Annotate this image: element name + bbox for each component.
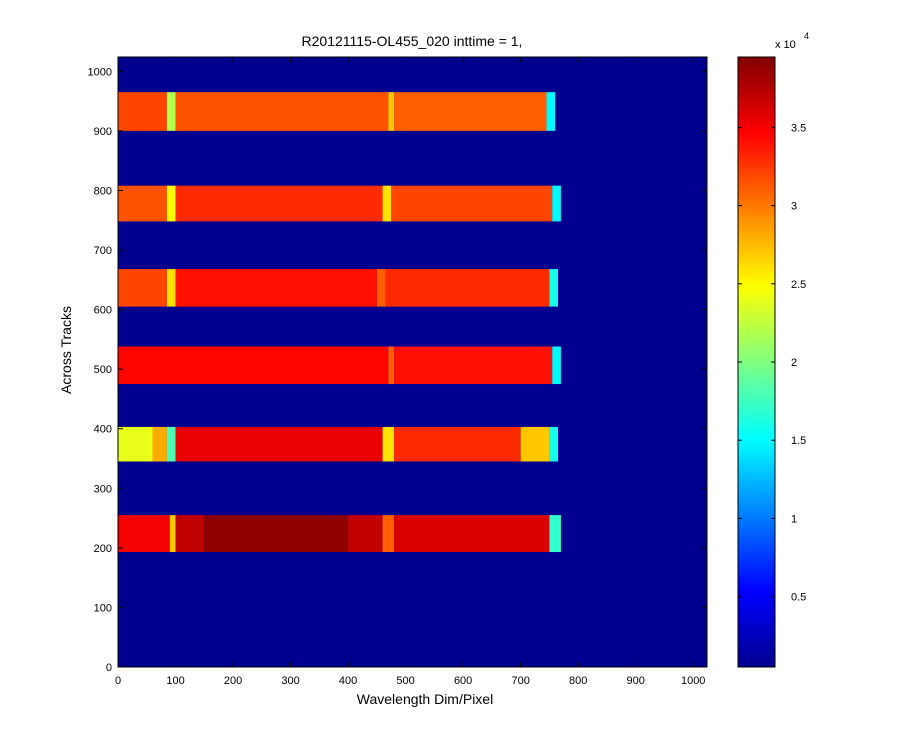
heatmap-cell — [549, 515, 561, 553]
heatmap-cell — [175, 185, 383, 222]
y-axis: 0 100 200 300 400 500 600 700 800 900 1000 — [88, 66, 707, 674]
heatmap-band — [118, 426, 559, 462]
heatmap-bands — [118, 92, 561, 553]
y-tick-label: 1000 — [88, 66, 112, 78]
colorbar-ticks: 0.5 1 1.5 2 2.5 3 3.5 — [738, 122, 806, 604]
heatmap-cell — [549, 269, 559, 307]
heatmap-cell — [175, 269, 377, 307]
colorbar-tick-label: 3.5 — [791, 122, 806, 134]
heatmap-cell — [382, 185, 392, 222]
heatmap-cell — [385, 269, 550, 307]
y-tick-label: 500 — [94, 364, 112, 376]
colorbar-tick-label: 2 — [791, 357, 797, 369]
heatmap-cell — [348, 515, 383, 553]
colorbar-gradient — [737, 56, 776, 668]
colorbar-tick-label: 1 — [791, 513, 797, 525]
y-tick-label: 800 — [94, 185, 112, 197]
y-tick-label: 600 — [94, 305, 112, 317]
heatmap-cell — [391, 185, 553, 222]
x-axis: 0 100 200 300 400 500 600 700 800 900 1000 — [115, 57, 705, 687]
heatmap-cell — [175, 515, 205, 553]
x-tick-label: 200 — [224, 675, 242, 687]
heatmap-cell — [394, 426, 521, 462]
heatmap-cell — [118, 346, 389, 385]
y-tick-label: 700 — [94, 245, 112, 257]
heatmap-cell — [118, 269, 167, 307]
heatmap-cell — [118, 426, 153, 462]
heatmap-cell — [552, 346, 561, 385]
heatmap-cell — [166, 269, 176, 307]
x-tick-label: 400 — [339, 675, 357, 687]
x-axis-label: Wavelength Dim/Pixel — [357, 691, 493, 707]
x-tick-label: 700 — [511, 675, 529, 687]
heatmap-band — [118, 515, 561, 553]
colorbar-tick-label: 2.5 — [791, 279, 806, 291]
heatmap-cell — [118, 185, 167, 222]
heatmap-band — [118, 92, 556, 131]
x-tick-label: 1000 — [681, 675, 705, 687]
colorbar-multiplier-exponent: 4 — [804, 31, 809, 41]
heatmap-cell — [394, 92, 547, 131]
y-tick-label: 200 — [94, 543, 112, 555]
heatmap-cell — [166, 426, 176, 462]
heatmap-cell — [166, 185, 176, 222]
heatmap-cell — [175, 92, 389, 131]
heatmap-cell — [166, 92, 176, 131]
y-tick-label: 900 — [94, 126, 112, 138]
heatmap-cell — [549, 426, 559, 462]
colorbar-multiplier: x 10 — [775, 39, 796, 51]
heatmap-cell — [382, 515, 395, 553]
colorbar-tick-label: 3 — [791, 201, 797, 213]
heatmap-cell — [118, 92, 167, 131]
x-tick-label: 600 — [454, 675, 472, 687]
heatmap-cell — [204, 515, 349, 553]
heatmap-cell — [552, 185, 561, 222]
heatmap-cell — [175, 426, 383, 462]
x-tick-label: 100 — [166, 675, 184, 687]
heatmap-cell — [394, 515, 550, 553]
heatmap-cell — [520, 426, 550, 462]
y-axis-label: Across Tracks — [58, 306, 74, 394]
x-tick-label: 500 — [396, 675, 414, 687]
y-tick-label: 100 — [94, 602, 112, 614]
y-tick-label: 0 — [106, 662, 112, 674]
heatmap-band — [118, 269, 559, 307]
heatmap-cell — [169, 515, 176, 553]
heatmap-cell — [388, 346, 395, 385]
colorbar-multiplier-base: x 10 — [775, 39, 796, 51]
heatmap-cell — [388, 92, 395, 131]
chart-title: R20121115-OL455_020 inttime = 1, — [302, 33, 523, 49]
x-tick-label: 300 — [281, 675, 299, 687]
colorbar-tick-label: 0.5 — [791, 592, 806, 604]
plot-frame — [117, 56, 708, 668]
heatmap-cell — [376, 269, 386, 307]
x-tick-label: 0 — [115, 675, 121, 687]
heatmap-cell — [382, 426, 395, 462]
plot-area: 0 100 200 300 400 500 600 700 800 900 1000 0 100 200… — [88, 56, 708, 687]
colorbar: 0.5 1 1.5 2 2.5 3 3.5 x 10 4 — [737, 31, 809, 668]
heatmap-cell — [394, 346, 553, 385]
heatmap-cell — [546, 92, 556, 131]
heatmap-band — [118, 185, 561, 222]
heatmap-band — [118, 346, 561, 385]
y-tick-label: 300 — [94, 483, 112, 495]
heatmap-cell — [118, 515, 170, 553]
colorbar-tick-label: 1.5 — [791, 435, 806, 447]
y-tick-label: 400 — [94, 424, 112, 436]
x-tick-label: 900 — [626, 675, 644, 687]
x-tick-label: 800 — [569, 675, 587, 687]
heatmap-cell — [152, 426, 167, 462]
